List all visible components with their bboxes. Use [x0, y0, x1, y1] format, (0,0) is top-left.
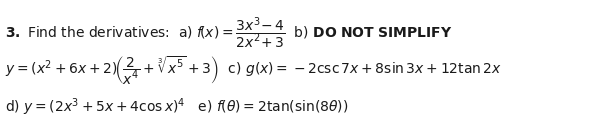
Text: d) $y = \left(2x^3 + 5x + 4\cos x\right)^4$   e) $f(\theta) = 2\tan(\sin(8\theta: d) $y = \left(2x^3 + 5x + 4\cos x\right)… — [5, 97, 348, 118]
Text: $y = (x^2 + 6x + 2)\!\left(\dfrac{2}{x^4} + \sqrt[3]{x^5} + 3\right)$  c) $g(x) : $y = (x^2 + 6x + 2)\!\left(\dfrac{2}{x^4… — [5, 55, 502, 87]
Text: $\mathbf{3.}$ Find the derivatives:  a) $f\!\left(x\right) = \dfrac{3x^3\!-4}{2x: $\mathbf{3.}$ Find the derivatives: a) $… — [5, 15, 452, 51]
